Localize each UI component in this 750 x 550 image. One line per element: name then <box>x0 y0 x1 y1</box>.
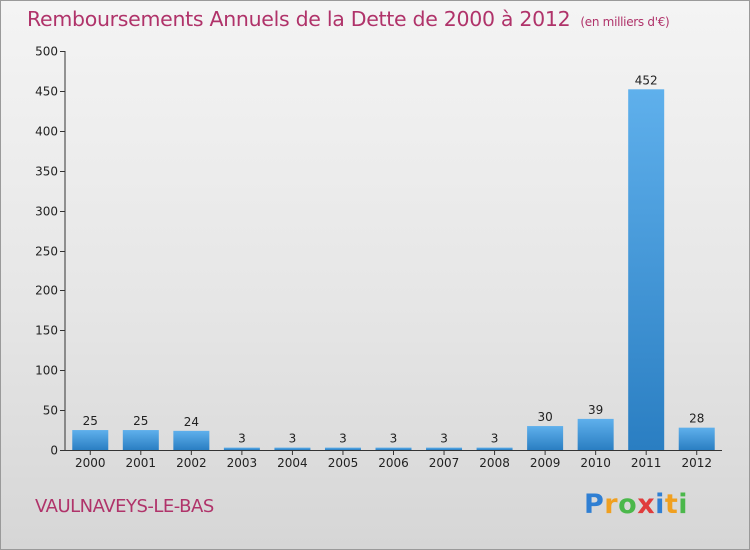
y-tick-label: 100 <box>35 364 58 378</box>
value-label-2000: 25 <box>83 414 98 428</box>
x-tick-label-2005: 2005 <box>328 456 359 470</box>
value-label-2012: 28 <box>689 412 704 426</box>
y-tick-label: 150 <box>35 324 58 338</box>
value-label-2005: 3 <box>339 432 347 446</box>
value-label-2006: 3 <box>390 432 398 446</box>
value-label-2002: 24 <box>184 415 199 429</box>
bar-series: 25 25 24 3 3 3 3 3 3 30 39 452 28 <box>72 73 715 450</box>
y-tick-label: 500 <box>35 45 58 59</box>
x-tick-label-2000: 2000 <box>75 456 106 470</box>
bar-2011 <box>628 89 665 450</box>
x-tick-label-2001: 2001 <box>126 456 157 470</box>
x-tick-label-2012: 2012 <box>681 456 712 470</box>
bar-2002 <box>173 430 210 450</box>
value-label-2010: 39 <box>588 403 603 417</box>
x-tick-label-2011: 2011 <box>631 456 662 470</box>
logo-letter: i <box>655 489 665 520</box>
bar-2004 <box>274 447 311 450</box>
logo-letter: r <box>604 489 619 520</box>
bar-2000 <box>72 430 109 450</box>
value-label-2003: 3 <box>238 432 246 446</box>
value-label-2009: 30 <box>537 410 552 424</box>
chart-axes: 0 50 100 150 200 250 300 350 400 450 500 2000 2001 20… <box>35 45 722 470</box>
y-tick-label: 300 <box>35 205 58 219</box>
logo-letter: i <box>678 489 689 520</box>
logo-letter: P <box>584 489 605 520</box>
x-tick-label-2003: 2003 <box>227 456 258 470</box>
value-label-2004: 3 <box>289 432 297 446</box>
bar-2003 <box>223 447 260 450</box>
bar-2008 <box>476 447 513 450</box>
value-label-2011: 452 <box>635 73 658 87</box>
commune-name: VAULNAVEYS-LE-BAS <box>35 496 214 517</box>
y-tick-label: 50 <box>43 404 58 418</box>
title-unit: (en milliers d'€) <box>580 15 670 29</box>
y-tick-label: 0 <box>50 444 58 458</box>
value-label-2008: 3 <box>491 432 499 446</box>
x-tick-label-2008: 2008 <box>479 456 510 470</box>
proxiti-logo: Proxiti <box>584 489 688 520</box>
y-tick-label: 250 <box>35 245 58 259</box>
y-tick-label: 350 <box>35 165 58 179</box>
logo-letter: t <box>664 489 679 520</box>
x-tick-label-2009: 2009 <box>530 456 561 470</box>
y-tick-label: 400 <box>35 125 58 139</box>
title-text: Remboursements Annuels de la Dette de 20… <box>27 7 571 31</box>
logo-letter: o <box>618 489 638 520</box>
y-tick-label: 450 <box>35 85 58 99</box>
x-tick-label-2004: 2004 <box>277 456 308 470</box>
bar-2009 <box>527 426 564 450</box>
x-tick-label-2006: 2006 <box>378 456 409 470</box>
logo-letter: x <box>637 489 656 520</box>
y-tick-label: 200 <box>35 284 58 298</box>
x-tick-label-2002: 2002 <box>176 456 207 470</box>
bar-2010 <box>577 418 614 450</box>
value-label-2007: 3 <box>440 432 448 446</box>
bar-2005 <box>324 447 361 450</box>
bar-2001 <box>122 430 159 450</box>
x-tick-label-2007: 2007 <box>429 456 460 470</box>
value-label-2001: 25 <box>133 414 148 428</box>
bar-2012 <box>678 427 715 450</box>
chart-title: Remboursements Annuels de la Dette de 20… <box>27 7 670 31</box>
bar-2007 <box>426 447 463 450</box>
x-tick-label-2010: 2010 <box>580 456 611 470</box>
bar-2006 <box>375 447 412 450</box>
